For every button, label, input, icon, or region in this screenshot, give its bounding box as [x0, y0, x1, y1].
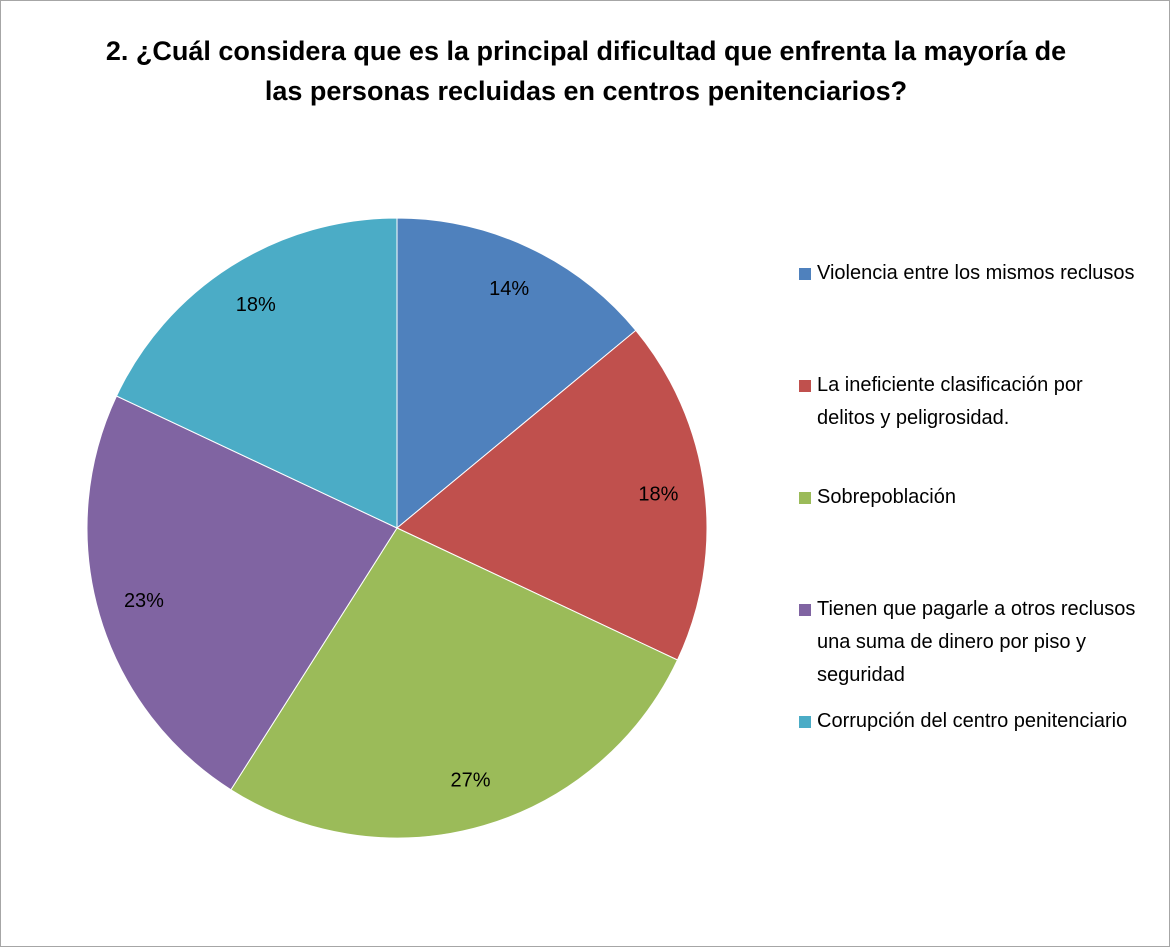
pie-slice	[115, 217, 398, 529]
data-label: 27%	[450, 769, 490, 791]
legend-label: Sobrepoblación	[817, 486, 956, 508]
legend-item: Violencia entre los mismos reclusos	[799, 257, 1144, 290]
legend-key	[799, 492, 811, 504]
pie-slice	[396, 217, 637, 530]
legend-item: Tienen que pagarle a otros reclusos una …	[799, 593, 1144, 692]
legend-key	[799, 716, 811, 728]
pie-slice	[86, 395, 398, 791]
legend-item: La ineficiente clasificación por delitos…	[799, 369, 1144, 435]
data-label: 18%	[638, 483, 678, 505]
legend-key	[799, 604, 811, 616]
pie-slice	[396, 329, 708, 661]
legend-item: Corrupción del centro penitenciario	[799, 705, 1144, 738]
legend-label: Corrupción del centro penitenciario	[817, 710, 1128, 732]
legend-label: Violencia entre los mismos reclusos	[817, 262, 1135, 284]
data-label: 23%	[124, 590, 164, 612]
legend-label: La ineficiente clasificación por delitos…	[817, 374, 1083, 429]
legend-key	[799, 268, 811, 280]
data-label: 14%	[489, 278, 529, 300]
chart-title: 2. ¿Cuál considera que es la principal d…	[105, 36, 1067, 106]
pie-slice	[230, 527, 679, 839]
legend-item: Sobrepoblación	[799, 481, 1144, 514]
legend-key	[799, 380, 811, 392]
data-label: 18%	[236, 294, 276, 316]
legend-label: Tienen que pagarle a otros reclusos una …	[817, 598, 1136, 686]
